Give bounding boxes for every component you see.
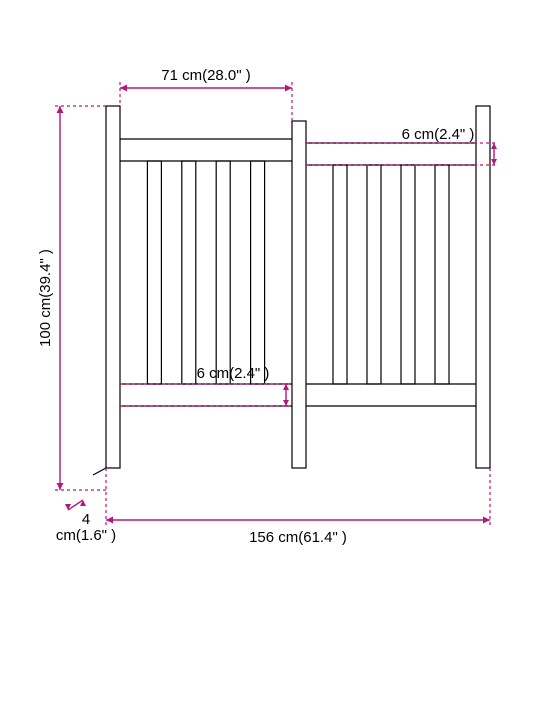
right-post [476,106,490,468]
slat [435,165,449,384]
dim-top-rail-label: 6 cm(2.4" ) [402,126,475,143]
dim-width-label: 156 cm(61.4" ) [249,529,347,546]
slat [401,165,415,384]
dim-panel-label: 71 cm(28.0" ) [161,67,251,84]
slat [147,161,161,384]
left-post [106,106,120,468]
slat [251,161,265,384]
slat [333,165,347,384]
center-post [292,121,306,468]
slat [216,161,230,384]
dimension-diagram: 100 cm(39.4" ) 156 cm(61.4" ) 4cm(1.6" ) 71… [0,0,540,720]
dim-bottom-rail-label: 6 cm(2.4" ) [197,365,270,382]
dim-height-label: 100 cm(39.4" ) [37,249,54,347]
dim-depth-label-top: 4 [82,511,90,528]
slat [182,161,196,384]
slat [367,165,381,384]
dim-depth-label-bottom: cm(1.6" ) [56,527,116,544]
